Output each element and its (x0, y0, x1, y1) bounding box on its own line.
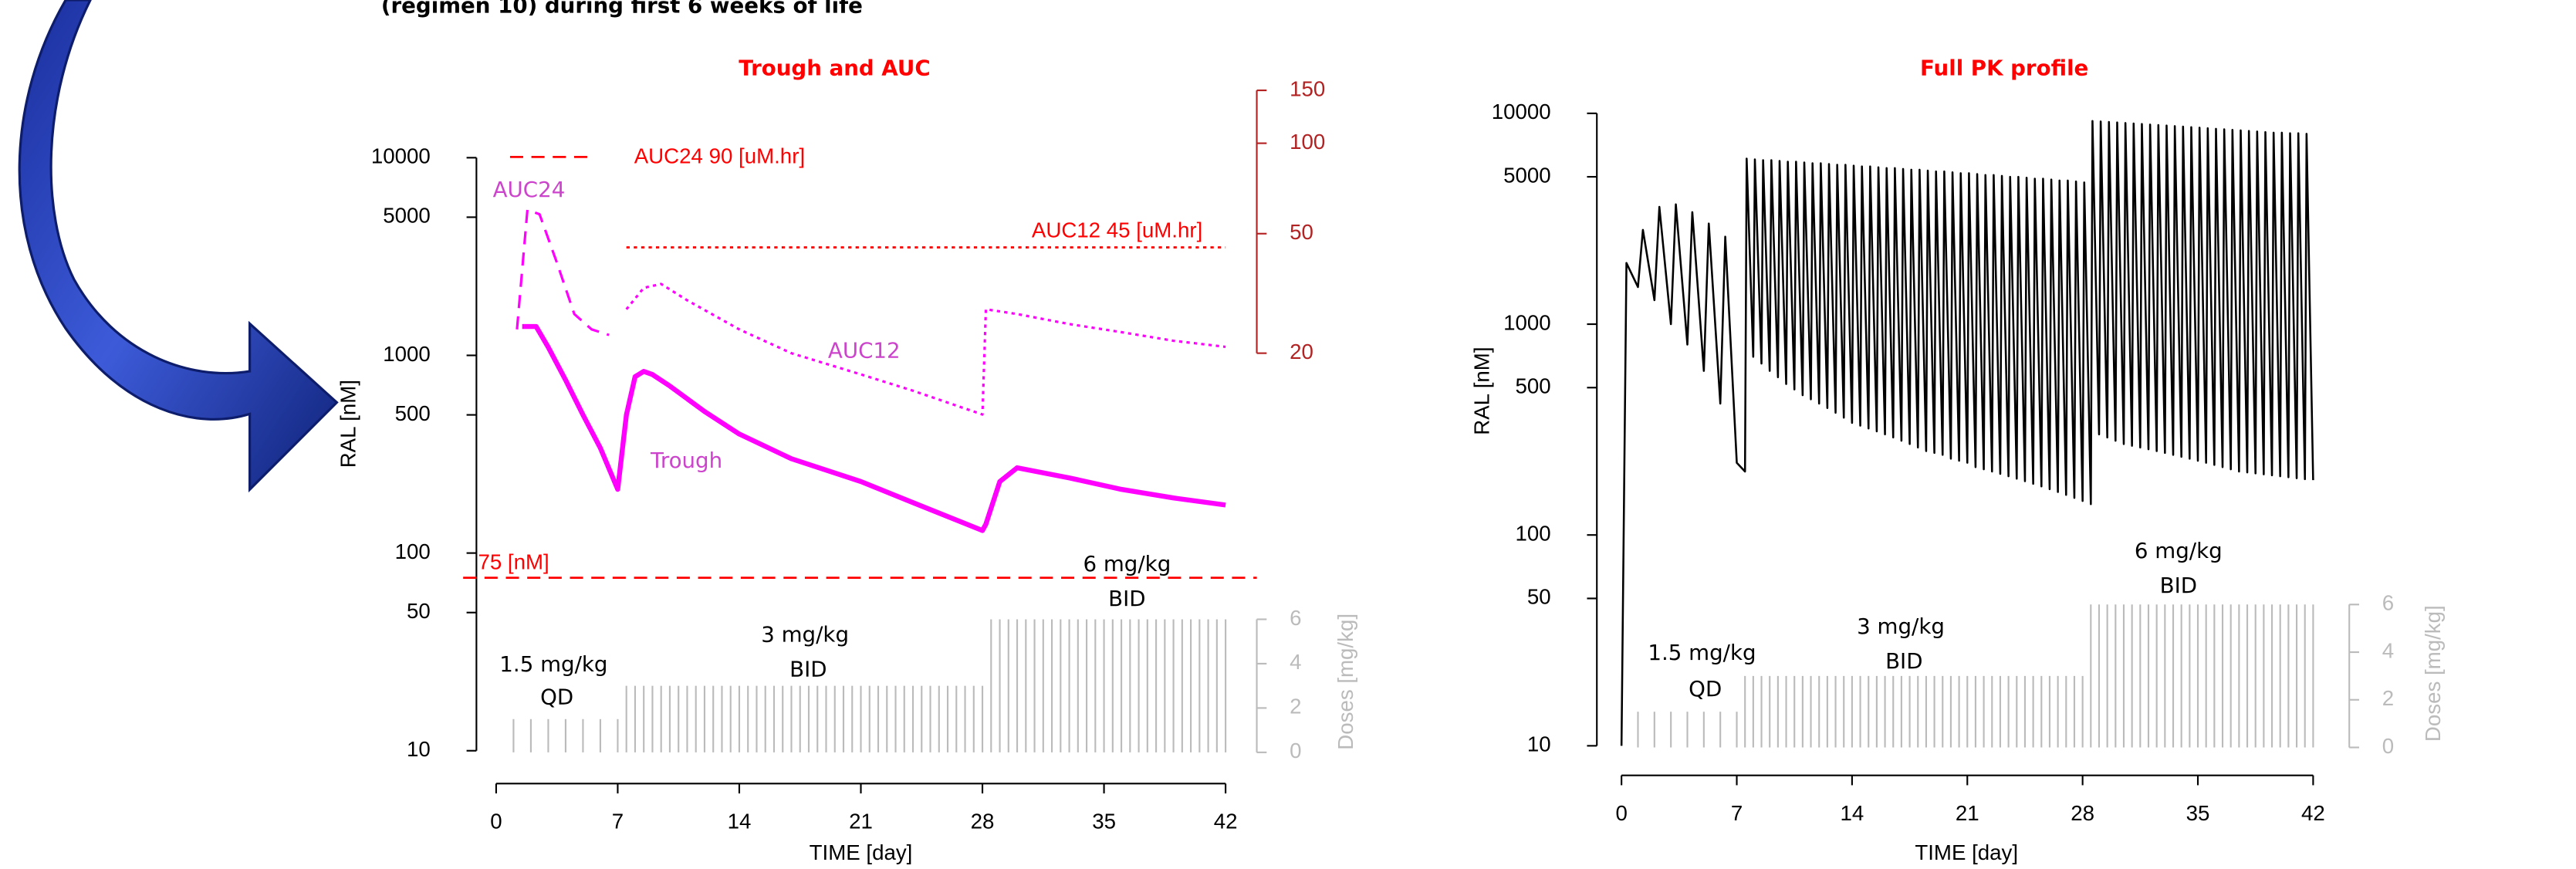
x-tick-label: 42 (2301, 801, 2325, 825)
dose-label: 1.5 mg/kg (1648, 640, 1756, 665)
dose-tick-label: 2 (2382, 686, 2394, 710)
y-tick-label: 500 (1515, 374, 1550, 398)
chart-title: Full PK profile (1920, 55, 2088, 80)
dose-tick-label: 0 (2382, 734, 2394, 758)
y-tick-label: 5000 (1503, 163, 1551, 187)
dose-tick-label: 4 (2382, 638, 2394, 662)
x-tick-label: 35 (1092, 810, 1116, 833)
dose-frequency: BID (1885, 648, 1922, 674)
y-tick-label: 1000 (383, 342, 431, 366)
reference-label: AUC12 45 [uM.hr] (1032, 218, 1202, 242)
dose-tick-label: 4 (1290, 650, 1301, 674)
reference-label: AUC24 90 [uM.hr] (634, 144, 805, 168)
x-tick-label: 28 (971, 810, 995, 833)
y2-tick-label: 150 (1290, 76, 1325, 100)
dose-label: 6 mg/kg (1083, 551, 1171, 577)
x-axis-label: TIME [day] (810, 840, 913, 864)
x-tick-label: 21 (1956, 801, 1979, 825)
chart-title: Trough and AUC (739, 55, 930, 80)
y2-tick-label: 20 (1290, 340, 1313, 363)
dose-frequency: BID (1108, 586, 1145, 611)
dose-label: 6 mg/kg (2135, 538, 2223, 563)
x-tick-label: 21 (849, 810, 873, 833)
dose-frequency: BID (2160, 573, 2197, 598)
series-annotation: AUC12 (828, 338, 901, 363)
series-annotation: Trough (650, 448, 722, 473)
x-axis-label: TIME [day] (1915, 840, 2018, 864)
series-line (625, 282, 1226, 416)
y-tick-label: 50 (1527, 585, 1551, 609)
reference-label: 75 [nM] (478, 549, 549, 573)
slide-header: (regimen 10) during first 6 weeks of lif… (381, 0, 863, 19)
y-tick-label: 50 (407, 599, 431, 623)
x-tick-label: 0 (1615, 801, 1627, 825)
x-tick-label: 42 (1214, 810, 1238, 833)
dose-label: 1.5 mg/kg (499, 651, 607, 677)
series-line (522, 323, 1226, 533)
y-tick-label: 10000 (1492, 100, 1551, 123)
dose-axis-label: Doses [mg/kg] (2421, 605, 2445, 742)
y-tick-label: 1000 (1503, 310, 1551, 334)
series-line (1620, 120, 2314, 746)
dose-frequency: BID (789, 656, 827, 681)
dose-frequency: QD (540, 685, 573, 710)
y-tick-label: 10000 (371, 144, 431, 168)
x-tick-label: 0 (490, 810, 502, 833)
x-tick-label: 7 (1731, 801, 1743, 825)
x-tick-label: 7 (612, 810, 624, 833)
y-tick-label: 100 (395, 539, 431, 563)
y-tick-label: 500 (395, 401, 431, 425)
x-tick-label: 14 (1841, 801, 1864, 825)
y2-tick-label: 100 (1290, 130, 1325, 154)
dose-label: 3 mg/kg (761, 622, 849, 648)
y-tick-label: 100 (1515, 522, 1550, 546)
y-axis-label: RAL [nM] (1470, 347, 1494, 434)
dose-axis-label: Doses [mg/kg] (1334, 614, 1357, 750)
dose-tick-label: 6 (1290, 606, 1301, 630)
curved-arrow (18, 0, 339, 493)
y-axis-label: RAL [nM] (336, 380, 360, 468)
y-tick-label: 5000 (383, 204, 431, 228)
series-annotation: AUC24 (493, 177, 566, 202)
dose-label: 3 mg/kg (1857, 614, 1945, 639)
dose-tick-label: 6 (2382, 591, 2394, 615)
y-tick-label: 10 (1527, 732, 1551, 756)
dose-tick-label: 2 (1290, 695, 1301, 719)
x-tick-label: 35 (2186, 801, 2210, 825)
y-tick-label: 10 (407, 737, 431, 761)
y2-tick-label: 50 (1290, 220, 1313, 244)
x-tick-label: 28 (2071, 801, 2094, 825)
series-line (516, 208, 610, 336)
dose-tick-label: 0 (1290, 739, 1301, 762)
dose-frequency: QD (1689, 676, 1722, 702)
x-tick-label: 14 (728, 810, 752, 833)
